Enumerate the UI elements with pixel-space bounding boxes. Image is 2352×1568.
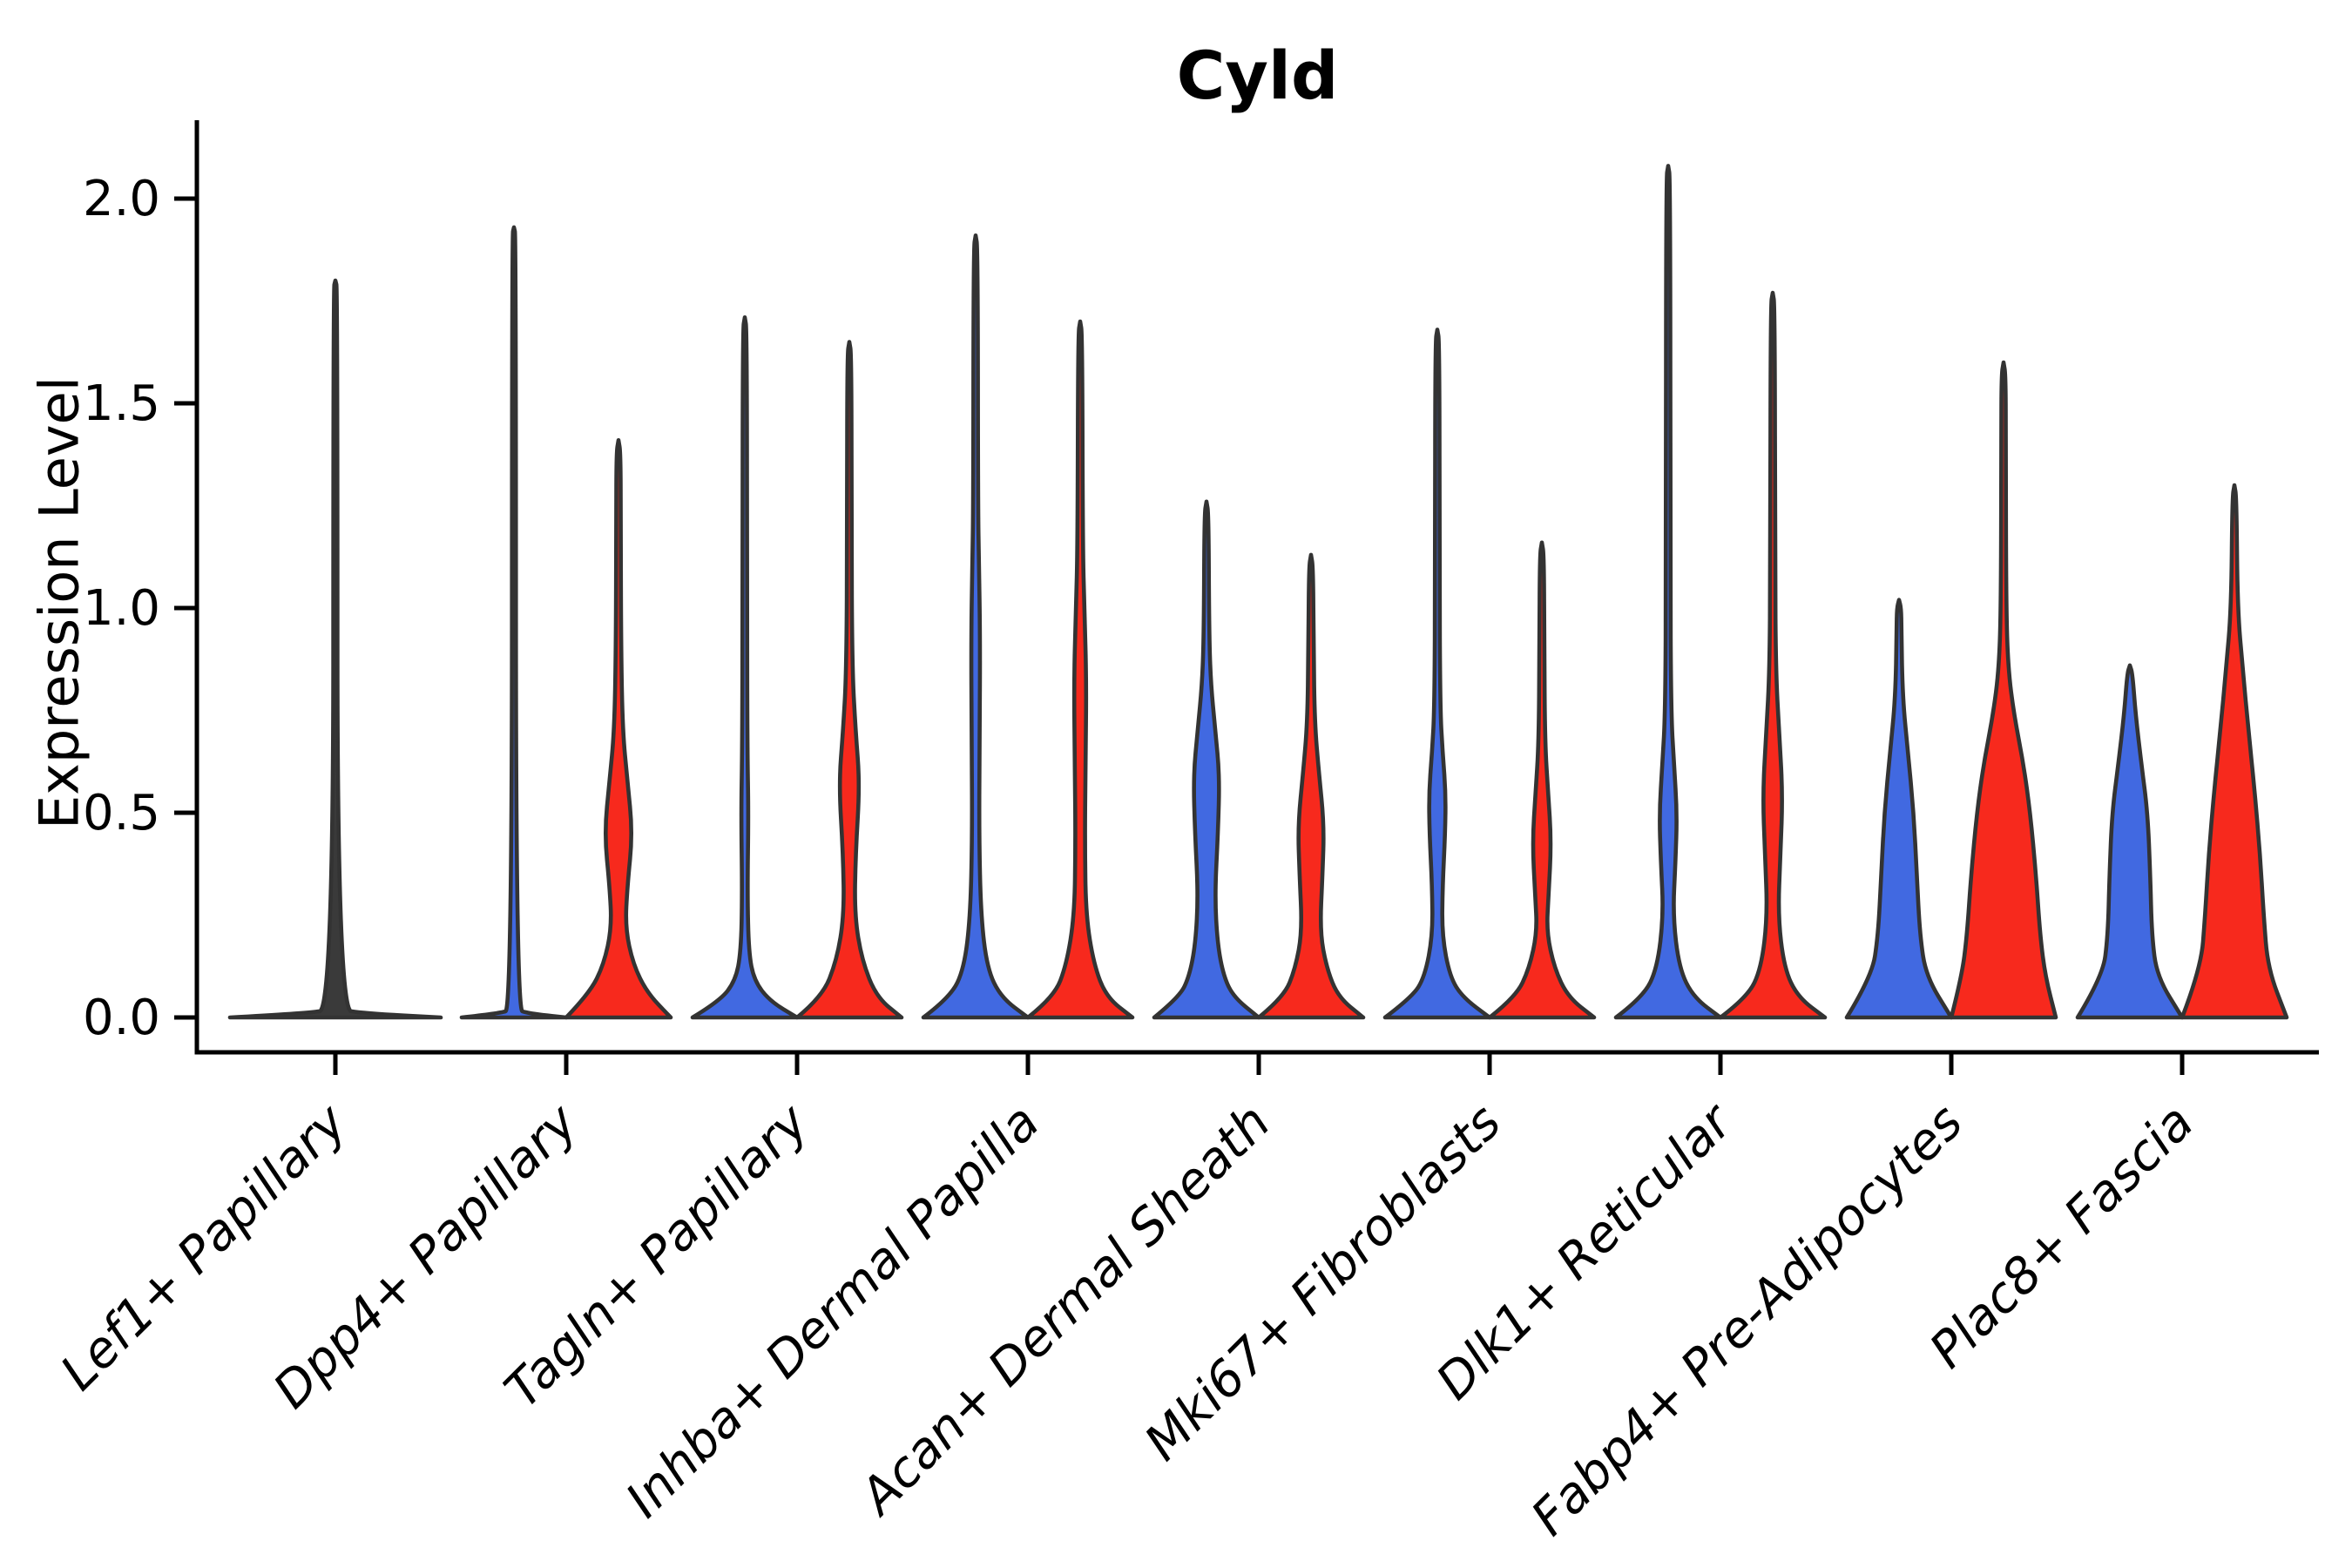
violin-0-single: [227, 278, 443, 1020]
violin-6-blue: [1613, 164, 1723, 1020]
violin-8-red: [2180, 483, 2289, 1020]
violin-4-blue: [1152, 499, 1261, 1020]
violin-1-red: [564, 438, 673, 1020]
violin-7-blue: [1844, 598, 1954, 1020]
y-tick-label: 0.5: [83, 785, 160, 841]
y-tick-label: 2.0: [83, 171, 160, 227]
y-tick-label: 0.0: [83, 990, 160, 1046]
x-tick-label: Inhba+ Dermal Papilla: [615, 1093, 1051, 1529]
violin-4-red: [1256, 552, 1366, 1020]
chart-title: Cyld: [1176, 37, 1339, 114]
violin-5-red: [1487, 540, 1597, 1020]
x-tick-label: Acan+ Dermal Sheath: [847, 1093, 1281, 1527]
y-tick-label: 1.0: [83, 580, 160, 637]
violin-5-blue: [1382, 328, 1492, 1020]
violin-2-red: [794, 340, 904, 1020]
violin-2-blue: [690, 315, 800, 1020]
violin-3-blue: [921, 233, 1031, 1020]
y-tick-label: 1.5: [83, 375, 160, 432]
x-tick-label: Fabp4+ Pre-Adipocytes: [1521, 1093, 1974, 1546]
violin-6-red: [1718, 290, 1828, 1020]
violin-7-red: [1949, 360, 2058, 1020]
violin-8-blue: [2075, 663, 2185, 1020]
violin-1-blue: [459, 225, 569, 1020]
violin-3-red: [1025, 319, 1135, 1020]
